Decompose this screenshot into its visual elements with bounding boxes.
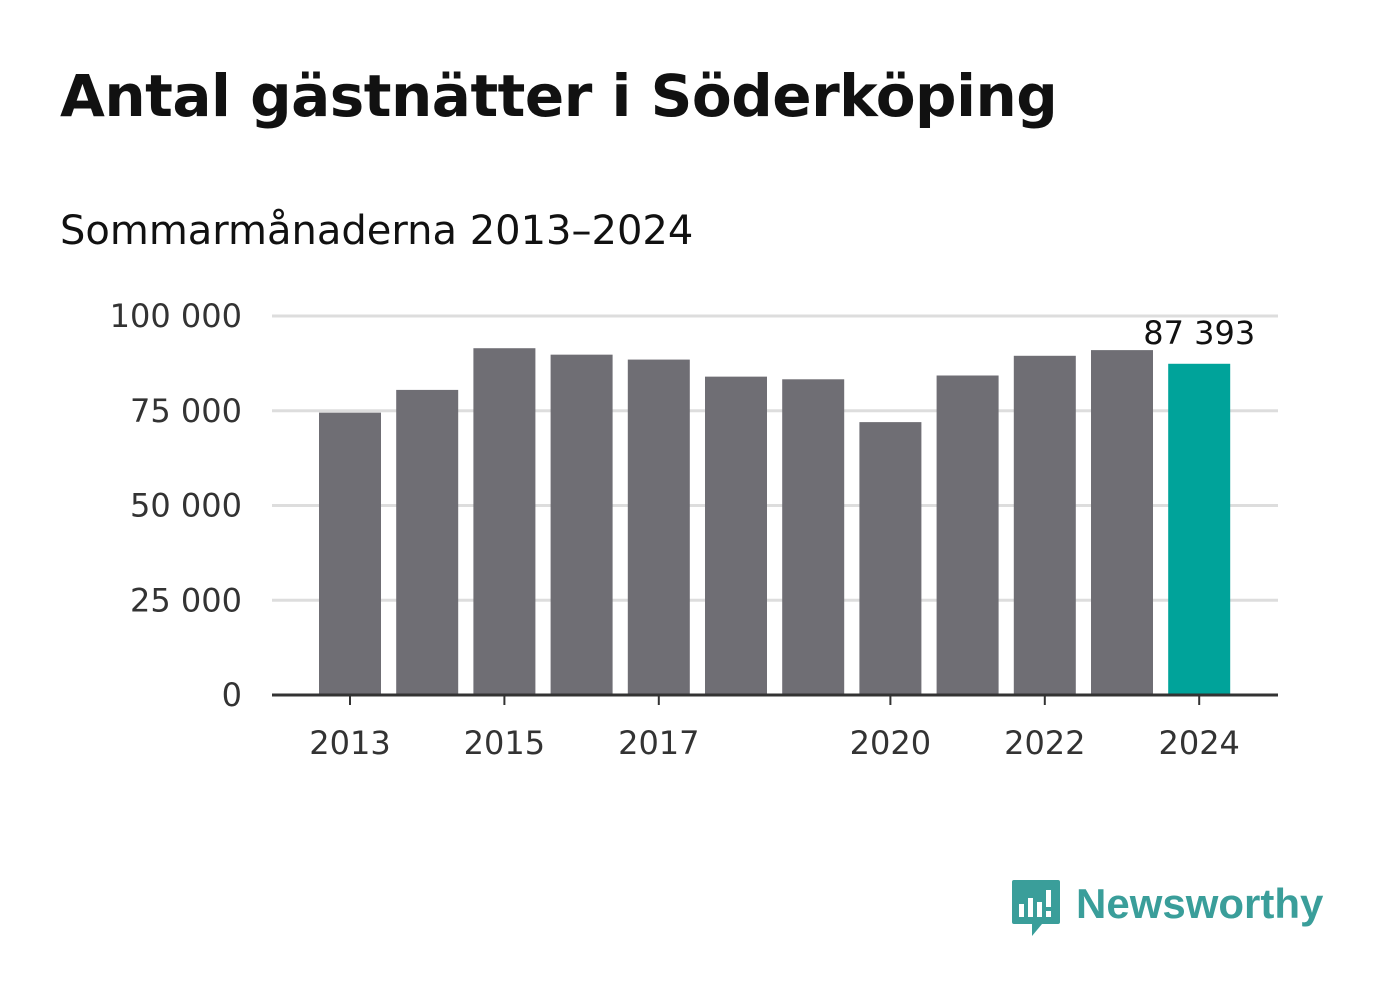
y-axis-tick-labels: 0 25 000 50 000 75 000 100 000 bbox=[110, 297, 242, 714]
x-tick-label: 2015 bbox=[464, 724, 545, 762]
bar-2016 bbox=[550, 354, 613, 695]
x-tick-label: 2022 bbox=[1004, 724, 1085, 762]
y-tick-label: 75 000 bbox=[130, 392, 242, 430]
y-tick-label: 100 000 bbox=[110, 297, 242, 335]
y-tick-label: 0 bbox=[222, 676, 242, 714]
bar-2015 bbox=[473, 348, 536, 695]
chart-title: Antal gästnätter i Söderköping bbox=[60, 62, 1058, 130]
data-label-highlight: 87 393 bbox=[1143, 314, 1255, 352]
bar-2019 bbox=[782, 379, 845, 695]
bar-2014 bbox=[396, 389, 459, 695]
x-axis-tick-labels: 2013 2015 2017 2020 2022 2024 bbox=[309, 724, 1240, 762]
bars bbox=[319, 348, 1231, 695]
brand-name: Newsworthy bbox=[1076, 880, 1324, 927]
x-tick-label: 2024 bbox=[1158, 724, 1239, 762]
y-tick-label: 50 000 bbox=[130, 487, 242, 525]
bar-2023 bbox=[1091, 350, 1153, 695]
x-tick-label: 2013 bbox=[309, 724, 390, 762]
y-tick-label: 25 000 bbox=[130, 581, 242, 619]
bar-2022 bbox=[1013, 355, 1076, 695]
x-tick-label: 2017 bbox=[618, 724, 699, 762]
x-axis bbox=[272, 693, 1278, 705]
chart-subtitle: Sommarmånaderna 2013–2024 bbox=[60, 208, 694, 254]
bar-2013 bbox=[319, 412, 381, 695]
bar-2024 bbox=[1168, 363, 1231, 695]
bar-2021 bbox=[936, 375, 999, 695]
newsworthy-logo-icon bbox=[1012, 880, 1060, 936]
newsworthy-brand: Newsworthy bbox=[1010, 878, 1323, 940]
bar-2020 bbox=[859, 422, 922, 695]
data-labels: 87 393 bbox=[1143, 314, 1255, 352]
bar-2017 bbox=[627, 359, 690, 695]
x-tick-label: 2020 bbox=[850, 724, 931, 762]
bar-2018 bbox=[705, 376, 767, 695]
